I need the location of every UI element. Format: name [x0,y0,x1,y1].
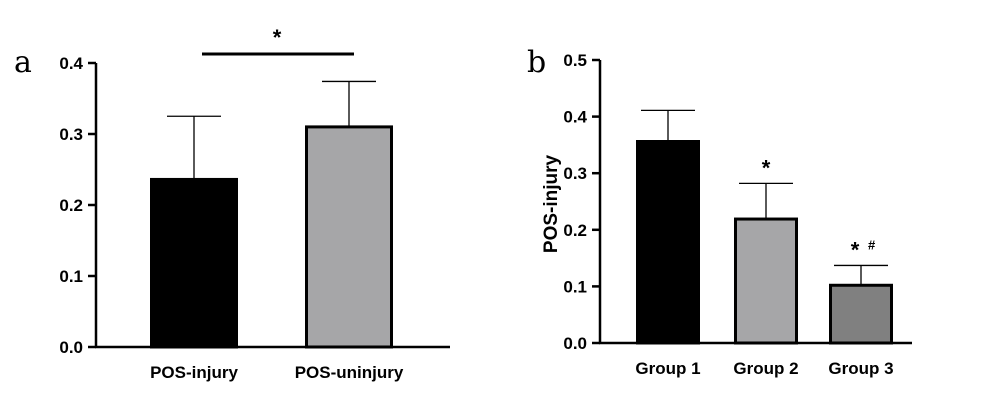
y-tick-label: 0.5 [563,51,587,70]
panel-a-significance: * [202,25,354,56]
y-tick-label: 0.4 [563,108,587,127]
significance-star: * [762,155,771,180]
category-label: Group 3 [828,359,893,378]
y-tick-label: 0.0 [59,338,83,357]
panel-a-category-labels: POS-injury POS-uninjury [150,363,404,382]
significance-star: * [273,25,282,50]
panel-a-letter: a [14,45,32,80]
y-tick-label: 0.2 [59,196,83,215]
panel-b-letter: b [527,45,546,80]
y-tick-label: 0.0 [563,334,587,353]
y-tick-label: 0.1 [563,277,587,296]
category-label: POS-injury [150,363,238,382]
bar [829,283,893,345]
category-label: Group 2 [733,359,798,378]
bar [636,140,700,345]
y-tick-label: 0.2 [563,221,587,240]
panel-a: a 0.0 0.1 0.2 0.3 0.4 POS-injury POS-uninjury… [14,25,450,382]
y-tick-label: 0.1 [59,267,83,286]
panel-b-y-axis-title: POS-injury [541,154,562,253]
y-tick-label: 0.3 [563,164,587,183]
y-tick-label: 0.3 [59,125,83,144]
category-label: Group 1 [635,359,700,378]
category-label: POS-uninjury [295,363,404,382]
bar [305,125,393,349]
panel-b-bars [636,109,893,345]
significance-star: * [851,237,860,262]
panel-a-bars [150,80,393,349]
bar [150,177,238,349]
significance-hash: # [868,237,876,252]
panel-b-category-labels: Group 1 Group 2 Group 3 [635,359,893,378]
y-tick-label: 0.4 [59,54,83,73]
bar [734,217,798,345]
panel-b-annotations: * * # [762,155,876,262]
